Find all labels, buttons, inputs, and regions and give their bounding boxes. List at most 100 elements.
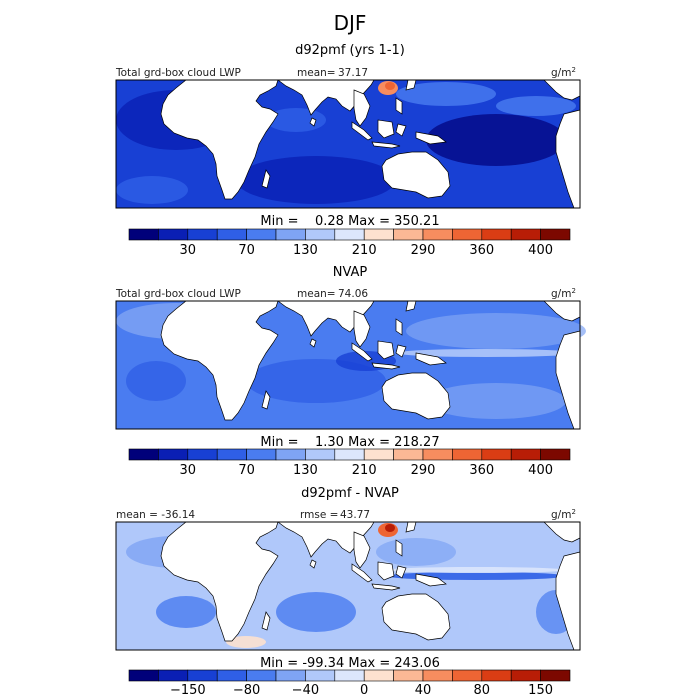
field-patch	[126, 361, 186, 401]
field-label: mean = -36.14	[116, 509, 195, 521]
colorbar-swatch	[540, 228, 571, 241]
colorbar-tick-label: 290	[411, 463, 436, 478]
map-border	[115, 79, 581, 209]
colorbar-swatch	[540, 448, 571, 461]
mean-value: 43.77	[340, 509, 370, 521]
colorbar-tick-label: 290	[411, 243, 436, 258]
colorbar-swatch	[334, 228, 365, 241]
field-patch	[396, 82, 496, 106]
colorbar-swatch	[510, 228, 541, 241]
colorbar: 30 70 130 210 290 360 400	[128, 448, 571, 478]
panel-title: d92pmf (yrs 1-1)	[295, 43, 405, 58]
colorbar-swatch	[452, 669, 483, 682]
colorbar-swatch	[305, 448, 336, 461]
colorbar-swatch	[187, 448, 218, 461]
min-max-label: Min = 1.30 Max = 218.27	[260, 435, 439, 450]
colorbar-swatch	[275, 228, 306, 241]
panel-model: d92pmf (yrs 1-1) Total grd-box cloud LWP…	[115, 43, 581, 258]
panel-difference: d92pmf - NVAP mean = -36.14 rmse = 43.77…	[115, 486, 581, 698]
field-patch	[236, 156, 396, 204]
field-patch	[246, 359, 386, 403]
field-patch	[116, 176, 188, 204]
colorbar-swatch	[275, 669, 306, 682]
units-text: g/m	[551, 288, 571, 300]
colorbar-tick-label: −80	[233, 683, 260, 698]
colorbar-tick-label: 210	[352, 463, 377, 478]
colorbar-tick-label: 400	[528, 243, 553, 258]
panel-nvap: NVAP Total grd-box cloud LWP mean= 74.06…	[115, 265, 586, 478]
colorbar-swatch	[363, 448, 394, 461]
colorbar-tick-label: 40	[415, 683, 432, 698]
colorbar-swatch	[158, 448, 189, 461]
colorbar-swatch	[393, 669, 424, 682]
units-text: g/m	[551, 67, 571, 79]
min-max-label: Min = -99.34 Max = 243.06	[260, 656, 440, 671]
colorbar-swatch	[305, 228, 336, 241]
colorbar-swatch	[275, 448, 306, 461]
field-patch	[406, 313, 586, 349]
mean-value: 37.17	[338, 67, 368, 79]
units-label: g/m2	[551, 66, 576, 79]
field-patch	[156, 596, 216, 628]
colorbar-swatch	[246, 448, 277, 461]
colorbar-tick-label: 70	[238, 463, 255, 478]
colorbar-tick-label: −150	[170, 683, 206, 698]
mean-label: mean=	[297, 67, 336, 79]
field-label: Total grd-box cloud LWP	[115, 67, 241, 79]
colorbar-swatch	[334, 448, 365, 461]
field-patch	[226, 636, 266, 648]
colorbar-swatch	[393, 228, 424, 241]
colorbar-tick-label: −40	[292, 683, 319, 698]
colorbar-swatch	[246, 669, 277, 682]
colorbar-swatch	[216, 448, 247, 461]
field-patch	[266, 108, 326, 132]
colorbar-tick-label: 360	[469, 243, 494, 258]
colorbar-swatch	[540, 669, 571, 682]
colorbar: 30 70 130 210 290 360 400	[128, 228, 571, 258]
units-text: g/m	[551, 509, 571, 521]
colorbar-swatch	[393, 448, 424, 461]
map-border	[115, 300, 581, 430]
colorbar-swatch	[305, 669, 336, 682]
field-patch	[376, 538, 456, 566]
colorbar-swatch	[510, 448, 541, 461]
map-frame	[115, 300, 586, 430]
field-patch	[396, 349, 576, 357]
units-exponent: 2	[571, 287, 575, 295]
colorbar-swatch	[128, 448, 159, 461]
units-label: g/m2	[551, 508, 576, 521]
field-patch	[385, 524, 395, 532]
colorbar-tick-label: 400	[528, 463, 553, 478]
colorbar-swatch	[128, 669, 159, 682]
colorbar-tick-label: 70	[238, 243, 255, 258]
colorbar-swatch	[246, 228, 277, 241]
colorbar-swatch	[481, 228, 512, 241]
colorbar-swatch	[187, 669, 218, 682]
colorbar-tick-label: 30	[180, 243, 197, 258]
colorbar-swatch	[510, 669, 541, 682]
field-patch	[276, 592, 356, 632]
colorbar-swatch	[158, 669, 189, 682]
field-patch	[386, 572, 566, 580]
colorbar-swatch	[128, 228, 159, 241]
map-frame	[115, 79, 581, 209]
colorbar-swatch	[481, 669, 512, 682]
colorbar-swatch	[187, 228, 218, 241]
colorbar-tick-label: 0	[360, 683, 368, 698]
map-frame	[115, 521, 581, 651]
colorbar-tick-label: 150	[528, 683, 553, 698]
colorbar-swatch	[452, 448, 483, 461]
units-label: g/m2	[551, 287, 576, 300]
panel-title: NVAP	[333, 265, 368, 280]
colorbar-swatch	[422, 448, 453, 461]
field-patch	[426, 114, 566, 166]
colorbar-swatch	[216, 669, 247, 682]
colorbar-swatch	[363, 228, 394, 241]
map-border	[115, 521, 581, 651]
colorbar-swatch	[452, 228, 483, 241]
colorbar-tick-label: 80	[474, 683, 491, 698]
colorbar-tick-label: 210	[352, 243, 377, 258]
field-patch	[426, 383, 566, 419]
colorbar-tick-label: 130	[293, 463, 318, 478]
